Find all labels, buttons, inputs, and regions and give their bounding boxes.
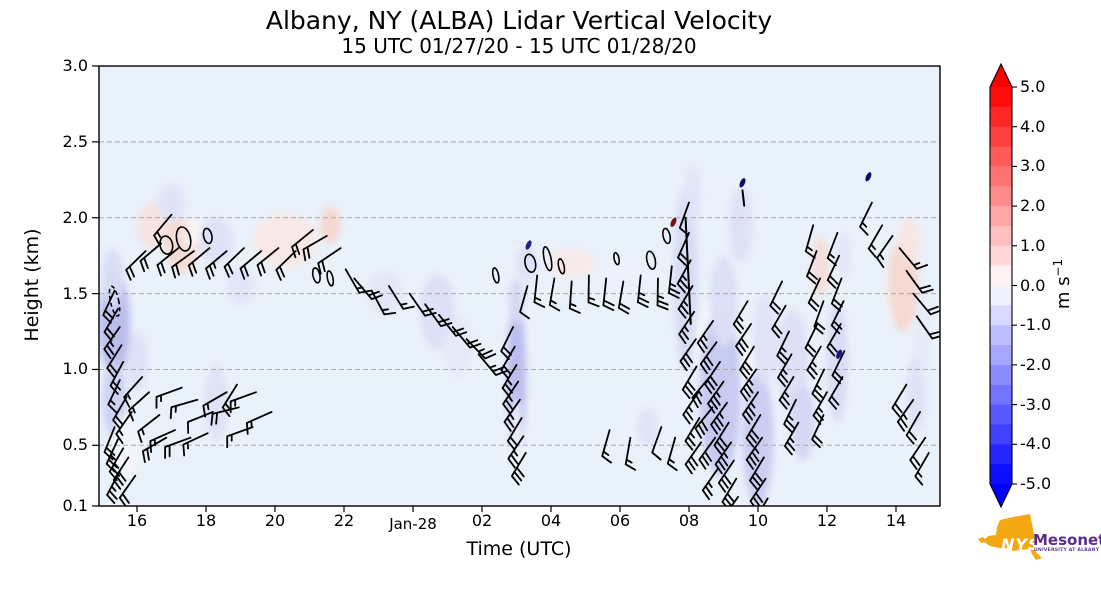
plot-border — [98, 65, 941, 507]
chart-subtitle: 15 UTC 01/27/20 - 15 UTC 01/28/20 — [341, 34, 697, 58]
y-tick-label: 0.5 — [62, 435, 88, 455]
x-tick-label: 16 — [126, 511, 148, 530]
contour-outlines — [108, 226, 672, 317]
colorbar-tick-label: -2.0 — [1020, 354, 1052, 374]
x-tick-label: 14 — [885, 511, 907, 530]
chart-title: Albany, NY (ALBA) Lidar Vertical Velocit… — [265, 6, 773, 35]
colorbar-tick-label: 2.0 — [1020, 196, 1046, 216]
x-tick-label: 08 — [678, 511, 700, 530]
x-axis-label: Time (UTC) — [466, 538, 572, 560]
x-tick-label: 20 — [264, 511, 286, 530]
y-tick-label: 0.1 — [62, 495, 88, 515]
colorbar-tick-label: 3.0 — [1020, 156, 1046, 176]
y-tick-label: 1.5 — [62, 283, 88, 303]
nys-mesonet-logo-state-icon — [978, 514, 1042, 560]
y-tick-label: 3.0 — [62, 56, 88, 75]
axis-tick-marks — [92, 65, 897, 512]
x-tick-label: 12 — [816, 511, 838, 530]
x-tick-label: 18 — [195, 511, 217, 530]
colorbar-tick-label: -5.0 — [1020, 474, 1052, 493]
colorbar-unit-label: m s−1 — [1051, 258, 1074, 310]
x-tick-label: Jan-28 — [389, 515, 437, 533]
colorbar-tick-label: 4.0 — [1020, 116, 1046, 136]
x-tick-label: 06 — [609, 511, 631, 530]
streak-lines — [684, 189, 746, 325]
logo-mesonet-text: Mesonet — [1033, 531, 1101, 549]
x-tick-label: 22 — [333, 511, 355, 530]
colorbar-tick-label: 0.0 — [1020, 275, 1046, 295]
colorbar-tick-label: -1.0 — [1020, 315, 1052, 335]
colorbar-tick-label: -4.0 — [1020, 434, 1052, 454]
logo-nys-text: NYS — [1001, 535, 1041, 554]
colorbar-tick-label: -3.0 — [1020, 394, 1052, 414]
extreme-velocity-specks — [525, 172, 872, 359]
y-tick-label: 2.0 — [62, 207, 88, 227]
y-tick-label: 1.0 — [62, 359, 88, 379]
wind-barbs — [102, 201, 940, 506]
logo-tagline-text: UNIVERSITY AT ALBANY — [1034, 548, 1100, 553]
plot-area — [92, 65, 941, 512]
x-tick-label: 10 — [747, 511, 769, 530]
x-tick-label: 04 — [540, 511, 562, 530]
gridlines — [99, 141, 940, 446]
x-tick-label: 02 — [471, 511, 493, 530]
colorbar-tick-label: 5.0 — [1020, 77, 1046, 96]
colorbar-tick-label: 1.0 — [1020, 235, 1046, 255]
colorbar — [989, 62, 1017, 509]
y-tick-label: 2.5 — [62, 131, 88, 151]
